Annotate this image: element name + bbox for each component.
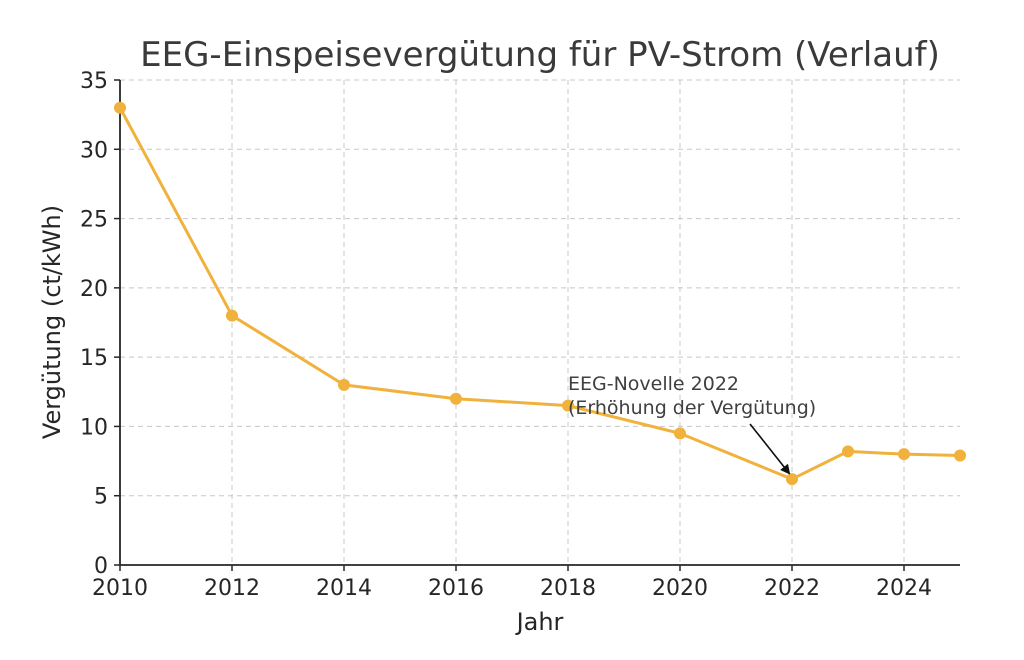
- x-axis-label: Jahr: [515, 608, 564, 636]
- y-tick-label: 10: [80, 415, 108, 440]
- x-tick-label: 2012: [204, 576, 260, 601]
- series-line: [118, 107, 961, 481]
- x-tick-label: 2020: [652, 576, 708, 601]
- x-tick-label: 2016: [428, 576, 484, 601]
- axes: 2010 2012 2014 2016 2018 2020 2022 2024 0 5 10 15 20…: [80, 69, 960, 601]
- x-tick-label: 2010: [92, 576, 148, 601]
- data-point: [226, 309, 238, 322]
- x-tick-label: 2014: [316, 576, 372, 601]
- data-point: [674, 427, 686, 440]
- data-point: [898, 448, 910, 461]
- y-tick-label: 0: [94, 554, 108, 579]
- y-tick-label: 5: [94, 485, 108, 510]
- data-point: [114, 101, 126, 114]
- y-tick-label: 30: [80, 138, 108, 163]
- annotation-line-2: (Erhöhung der Vergütung): [568, 397, 816, 419]
- data-point: [842, 445, 854, 458]
- data-point: [786, 473, 798, 486]
- x-tick-label: 2022: [764, 576, 820, 601]
- data-point: [450, 392, 462, 405]
- series: [114, 101, 966, 486]
- y-tick-label: 15: [80, 346, 108, 371]
- annotation: EEG-Novelle 2022(Erhöhung der Vergütung): [568, 373, 816, 475]
- y-axis-label: Vergütung (ct/kWh): [38, 205, 66, 439]
- y-tick-label: 20: [80, 277, 108, 302]
- x-tick-label: 2024: [876, 576, 932, 601]
- data-point: [954, 449, 966, 462]
- annotation-arrow: [749, 423, 791, 475]
- y-tick-label: 25: [80, 208, 108, 233]
- data-point: [562, 399, 574, 412]
- y-tick-label: 35: [80, 69, 108, 94]
- data-point: [338, 378, 350, 391]
- chart-title: EEG-Einspeisevergütung für PV-Strom (Ver…: [140, 35, 940, 75]
- annotation-line-1: EEG-Novelle 2022: [568, 373, 739, 395]
- x-tick-label: 2018: [540, 576, 596, 601]
